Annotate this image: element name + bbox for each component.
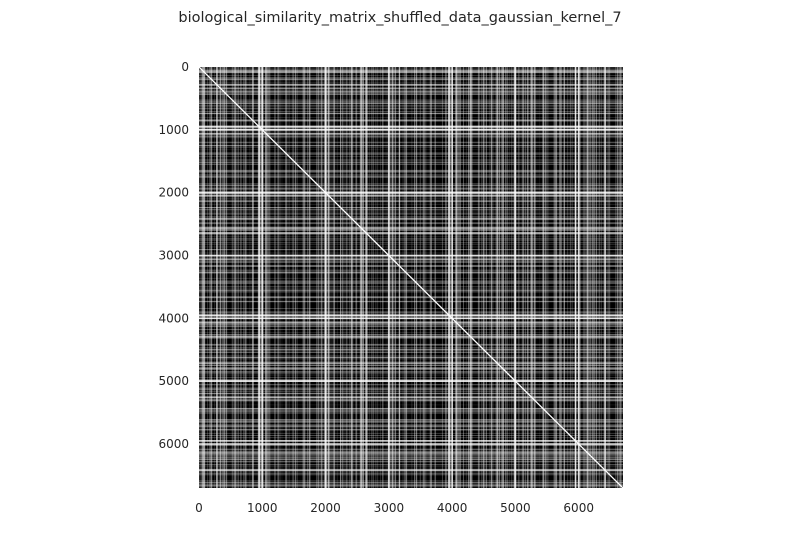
y-tick-label: 3000 xyxy=(158,249,189,263)
heatmap xyxy=(199,67,623,488)
y-axis-ticks: 0 1000 2000 3000 4000 5000 6000 xyxy=(158,60,189,451)
y-tick-label: 2000 xyxy=(158,186,189,200)
y-tick-label: 5000 xyxy=(158,374,189,388)
x-tick-label: 6000 xyxy=(563,501,594,515)
heatmap-cells xyxy=(199,67,623,488)
chart-title: biological_similarity_matrix_shuffled_da… xyxy=(178,10,621,26)
diagonal-line xyxy=(199,67,623,488)
x-tick-label: 5000 xyxy=(500,501,531,515)
x-tick-label: 2000 xyxy=(310,501,341,515)
x-tick-label: 1000 xyxy=(247,501,278,515)
x-tick-label: 0 xyxy=(195,501,203,515)
y-tick-label: 0 xyxy=(181,60,189,74)
x-tick-label: 3000 xyxy=(374,501,405,515)
x-axis-ticks: 0 1000 2000 3000 4000 5000 6000 xyxy=(195,501,594,515)
heatmap-bright-lines xyxy=(199,67,623,488)
y-tick-label: 4000 xyxy=(158,311,189,325)
x-tick-label: 4000 xyxy=(437,501,468,515)
y-tick-label: 6000 xyxy=(158,437,189,451)
y-tick-label: 1000 xyxy=(158,123,189,137)
